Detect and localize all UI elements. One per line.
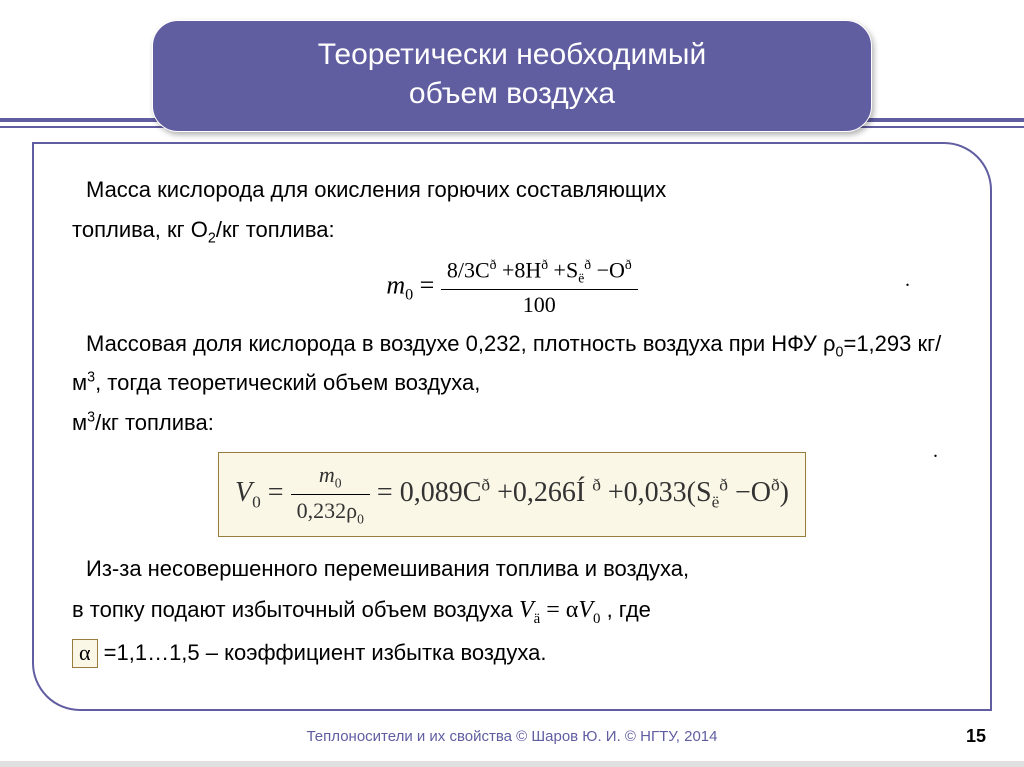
paragraph-3: Из-за несовершенного перемешивания топли… xyxy=(72,551,952,587)
f1-den: 100 xyxy=(441,290,638,318)
slide-title: Теоретически необходимый объем воздуха xyxy=(193,35,831,113)
p2b: м xyxy=(72,410,87,435)
content-frame: Масса кислорода для окисления горючих со… xyxy=(32,142,992,711)
p3b-post: , где xyxy=(600,597,650,622)
f2-den: 0,232ρ0 xyxy=(291,495,370,528)
p3b-pre: в топку подают избыточный объем воздуха xyxy=(72,597,519,622)
footer-text: Теплоносители и их свойства © Шаров Ю. И… xyxy=(0,728,1024,745)
paragraph-2b: м3/кг топлива: xyxy=(72,405,952,441)
p4-tail: =1,1…1,5 – коэффициент избытка воздуха. xyxy=(98,640,547,665)
paragraph-3b: в топку подают избыточный объем воздуха … xyxy=(72,591,952,631)
formula-v0: V0 = m0 0,232ρ0 = 0,089Cð +0,266Í ð +0,0… xyxy=(218,452,806,537)
f2-V: V xyxy=(235,477,252,508)
paragraph-1: Масса кислорода для окисления горючих со… xyxy=(72,172,952,208)
page-number: 15 xyxy=(966,726,986,747)
formula-v0-wrap: . V0 = m0 0,232ρ0 = 0,089Cð +0,266Í ð +0… xyxy=(72,446,952,551)
p1-b: топлива, кг О xyxy=(72,217,208,242)
p2b-tail: /кг топлива: xyxy=(95,410,214,435)
f1-period: . xyxy=(905,269,910,292)
paragraph-2: Массовая доля кислорода в воздухе 0,232,… xyxy=(72,326,952,401)
p2-tail: , тогда теоретический объем воздуха, xyxy=(95,370,480,395)
f1-eq: = xyxy=(420,271,435,300)
slide: Теоретически необходимый объем воздуха М… xyxy=(0,0,1024,767)
paragraph-1b: топлива, кг О2/кг топлива: xyxy=(72,212,952,251)
f1-m: m xyxy=(386,271,405,300)
alpha-box: α xyxy=(72,639,98,667)
formula-m0: m0 = 8/3Cð +8Hð +Sëð −Oð 100 . xyxy=(72,257,952,318)
paragraph-4: α =1,1…1,5 – коэффициент избытка воздуха… xyxy=(72,635,952,671)
f1-num: 8/3Cð +8Hð +Sëð −Oð xyxy=(441,257,638,290)
title-line-1: Теоретически необходимый xyxy=(318,38,706,71)
slide-title-bar: Теоретически необходимый объем воздуха xyxy=(152,20,872,132)
p1-a: Масса кислорода для окисления горючих со… xyxy=(86,177,666,202)
p2-a: Массовая доля кислорода в воздухе 0,232,… xyxy=(86,331,836,356)
p1-c: /кг топлива: xyxy=(216,217,335,242)
p3a: Из-за несовершенного перемешивания топли… xyxy=(86,556,689,581)
title-line-2: объем воздуха xyxy=(409,77,615,110)
f2-num: m0 xyxy=(291,461,370,495)
f1-msub: 0 xyxy=(405,287,413,304)
f2-period: . xyxy=(933,440,938,463)
